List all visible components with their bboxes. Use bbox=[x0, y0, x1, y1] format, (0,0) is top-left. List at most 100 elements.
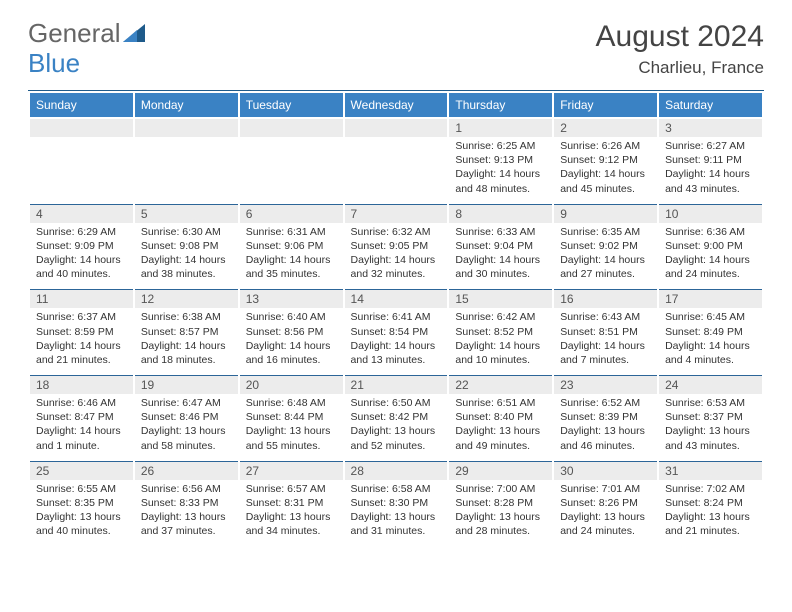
calendar-cell: 19Sunrise: 6:47 AMSunset: 8:46 PMDayligh… bbox=[135, 375, 238, 459]
logo-text-2: Blue bbox=[28, 48, 80, 79]
day-header: Monday bbox=[135, 93, 238, 117]
title-block: August 2024 Charlieu, France bbox=[596, 20, 764, 78]
day-number: 11 bbox=[30, 290, 133, 308]
day-text: Sunrise: 6:32 AMSunset: 9:05 PMDaylight:… bbox=[345, 223, 448, 288]
day-text bbox=[345, 137, 448, 202]
day-text: Sunrise: 6:55 AMSunset: 8:35 PMDaylight:… bbox=[30, 480, 133, 545]
calendar-cell bbox=[240, 119, 343, 202]
calendar-cell: 8Sunrise: 6:33 AMSunset: 9:04 PMDaylight… bbox=[449, 204, 552, 288]
month-title: August 2024 bbox=[596, 20, 764, 54]
calendar-header-row: SundayMondayTuesdayWednesdayThursdayFrid… bbox=[30, 93, 762, 117]
day-text: Sunrise: 6:27 AMSunset: 9:11 PMDaylight:… bbox=[659, 137, 762, 202]
day-number: 16 bbox=[554, 290, 657, 308]
day-number bbox=[240, 119, 343, 137]
calendar-cell: 26Sunrise: 6:56 AMSunset: 8:33 PMDayligh… bbox=[135, 461, 238, 545]
day-number: 26 bbox=[135, 462, 238, 480]
calendar-cell: 21Sunrise: 6:50 AMSunset: 8:42 PMDayligh… bbox=[345, 375, 448, 459]
calendar-cell: 14Sunrise: 6:41 AMSunset: 8:54 PMDayligh… bbox=[345, 289, 448, 373]
day-text: Sunrise: 6:47 AMSunset: 8:46 PMDaylight:… bbox=[135, 394, 238, 459]
day-number: 20 bbox=[240, 376, 343, 394]
calendar-cell: 1Sunrise: 6:25 AMSunset: 9:13 PMDaylight… bbox=[449, 119, 552, 202]
calendar-cell: 25Sunrise: 6:55 AMSunset: 8:35 PMDayligh… bbox=[30, 461, 133, 545]
calendar-cell: 18Sunrise: 6:46 AMSunset: 8:47 PMDayligh… bbox=[30, 375, 133, 459]
day-text: Sunrise: 6:30 AMSunset: 9:08 PMDaylight:… bbox=[135, 223, 238, 288]
calendar-cell: 12Sunrise: 6:38 AMSunset: 8:57 PMDayligh… bbox=[135, 289, 238, 373]
calendar-week: 25Sunrise: 6:55 AMSunset: 8:35 PMDayligh… bbox=[30, 461, 762, 545]
calendar-week: 11Sunrise: 6:37 AMSunset: 8:59 PMDayligh… bbox=[30, 289, 762, 373]
logo: General bbox=[28, 20, 145, 48]
day-header: Sunday bbox=[30, 93, 133, 117]
calendar-cell: 7Sunrise: 6:32 AMSunset: 9:05 PMDaylight… bbox=[345, 204, 448, 288]
calendar-cell bbox=[345, 119, 448, 202]
day-text: Sunrise: 6:36 AMSunset: 9:00 PMDaylight:… bbox=[659, 223, 762, 288]
day-number: 8 bbox=[449, 205, 552, 223]
calendar-cell: 16Sunrise: 6:43 AMSunset: 8:51 PMDayligh… bbox=[554, 289, 657, 373]
calendar-cell bbox=[30, 119, 133, 202]
day-number: 18 bbox=[30, 376, 133, 394]
calendar-cell: 10Sunrise: 6:36 AMSunset: 9:00 PMDayligh… bbox=[659, 204, 762, 288]
calendar-cell: 30Sunrise: 7:01 AMSunset: 8:26 PMDayligh… bbox=[554, 461, 657, 545]
calendar-cell: 15Sunrise: 6:42 AMSunset: 8:52 PMDayligh… bbox=[449, 289, 552, 373]
day-text: Sunrise: 6:56 AMSunset: 8:33 PMDaylight:… bbox=[135, 480, 238, 545]
day-number: 5 bbox=[135, 205, 238, 223]
logo-text-1: General bbox=[28, 20, 121, 46]
day-number: 24 bbox=[659, 376, 762, 394]
calendar-cell bbox=[135, 119, 238, 202]
day-text bbox=[240, 137, 343, 202]
day-header: Wednesday bbox=[345, 93, 448, 117]
day-number: 9 bbox=[554, 205, 657, 223]
day-text: Sunrise: 6:57 AMSunset: 8:31 PMDaylight:… bbox=[240, 480, 343, 545]
calendar-cell: 4Sunrise: 6:29 AMSunset: 9:09 PMDaylight… bbox=[30, 204, 133, 288]
calendar-cell: 23Sunrise: 6:52 AMSunset: 8:39 PMDayligh… bbox=[554, 375, 657, 459]
day-number: 21 bbox=[345, 376, 448, 394]
day-text: Sunrise: 6:38 AMSunset: 8:57 PMDaylight:… bbox=[135, 308, 238, 373]
day-number: 23 bbox=[554, 376, 657, 394]
day-number: 29 bbox=[449, 462, 552, 480]
day-text: Sunrise: 7:02 AMSunset: 8:24 PMDaylight:… bbox=[659, 480, 762, 545]
day-number: 1 bbox=[449, 119, 552, 137]
day-number: 4 bbox=[30, 205, 133, 223]
day-text: Sunrise: 6:40 AMSunset: 8:56 PMDaylight:… bbox=[240, 308, 343, 373]
calendar-cell: 29Sunrise: 7:00 AMSunset: 8:28 PMDayligh… bbox=[449, 461, 552, 545]
day-text: Sunrise: 6:42 AMSunset: 8:52 PMDaylight:… bbox=[449, 308, 552, 373]
day-text: Sunrise: 6:46 AMSunset: 8:47 PMDaylight:… bbox=[30, 394, 133, 459]
day-number: 14 bbox=[345, 290, 448, 308]
calendar-cell: 9Sunrise: 6:35 AMSunset: 9:02 PMDaylight… bbox=[554, 204, 657, 288]
day-number: 17 bbox=[659, 290, 762, 308]
day-number: 19 bbox=[135, 376, 238, 394]
day-number bbox=[135, 119, 238, 137]
day-number: 13 bbox=[240, 290, 343, 308]
day-text: Sunrise: 6:25 AMSunset: 9:13 PMDaylight:… bbox=[449, 137, 552, 202]
calendar-cell: 22Sunrise: 6:51 AMSunset: 8:40 PMDayligh… bbox=[449, 375, 552, 459]
day-text: Sunrise: 6:58 AMSunset: 8:30 PMDaylight:… bbox=[345, 480, 448, 545]
calendar-cell: 17Sunrise: 6:45 AMSunset: 8:49 PMDayligh… bbox=[659, 289, 762, 373]
day-text: Sunrise: 6:29 AMSunset: 9:09 PMDaylight:… bbox=[30, 223, 133, 288]
day-number: 27 bbox=[240, 462, 343, 480]
calendar-table: SundayMondayTuesdayWednesdayThursdayFrid… bbox=[28, 90, 764, 546]
day-text: Sunrise: 7:01 AMSunset: 8:26 PMDaylight:… bbox=[554, 480, 657, 545]
day-header: Thursday bbox=[449, 93, 552, 117]
header: General August 2024 Charlieu, France bbox=[28, 20, 764, 78]
calendar-week: 1Sunrise: 6:25 AMSunset: 9:13 PMDaylight… bbox=[30, 119, 762, 202]
day-number: 3 bbox=[659, 119, 762, 137]
calendar-cell: 2Sunrise: 6:26 AMSunset: 9:12 PMDaylight… bbox=[554, 119, 657, 202]
day-header: Friday bbox=[554, 93, 657, 117]
calendar-cell: 5Sunrise: 6:30 AMSunset: 9:08 PMDaylight… bbox=[135, 204, 238, 288]
calendar-cell: 11Sunrise: 6:37 AMSunset: 8:59 PMDayligh… bbox=[30, 289, 133, 373]
location: Charlieu, France bbox=[596, 58, 764, 78]
day-number: 7 bbox=[345, 205, 448, 223]
day-text: Sunrise: 6:50 AMSunset: 8:42 PMDaylight:… bbox=[345, 394, 448, 459]
calendar-cell: 13Sunrise: 6:40 AMSunset: 8:56 PMDayligh… bbox=[240, 289, 343, 373]
day-header: Saturday bbox=[659, 93, 762, 117]
day-text bbox=[135, 137, 238, 202]
calendar-week: 18Sunrise: 6:46 AMSunset: 8:47 PMDayligh… bbox=[30, 375, 762, 459]
day-number: 31 bbox=[659, 462, 762, 480]
day-text: Sunrise: 6:43 AMSunset: 8:51 PMDaylight:… bbox=[554, 308, 657, 373]
day-number: 12 bbox=[135, 290, 238, 308]
calendar-cell: 6Sunrise: 6:31 AMSunset: 9:06 PMDaylight… bbox=[240, 204, 343, 288]
day-number: 30 bbox=[554, 462, 657, 480]
calendar-week: 4Sunrise: 6:29 AMSunset: 9:09 PMDaylight… bbox=[30, 204, 762, 288]
calendar-cell: 20Sunrise: 6:48 AMSunset: 8:44 PMDayligh… bbox=[240, 375, 343, 459]
day-text: Sunrise: 6:37 AMSunset: 8:59 PMDaylight:… bbox=[30, 308, 133, 373]
day-number bbox=[30, 119, 133, 137]
